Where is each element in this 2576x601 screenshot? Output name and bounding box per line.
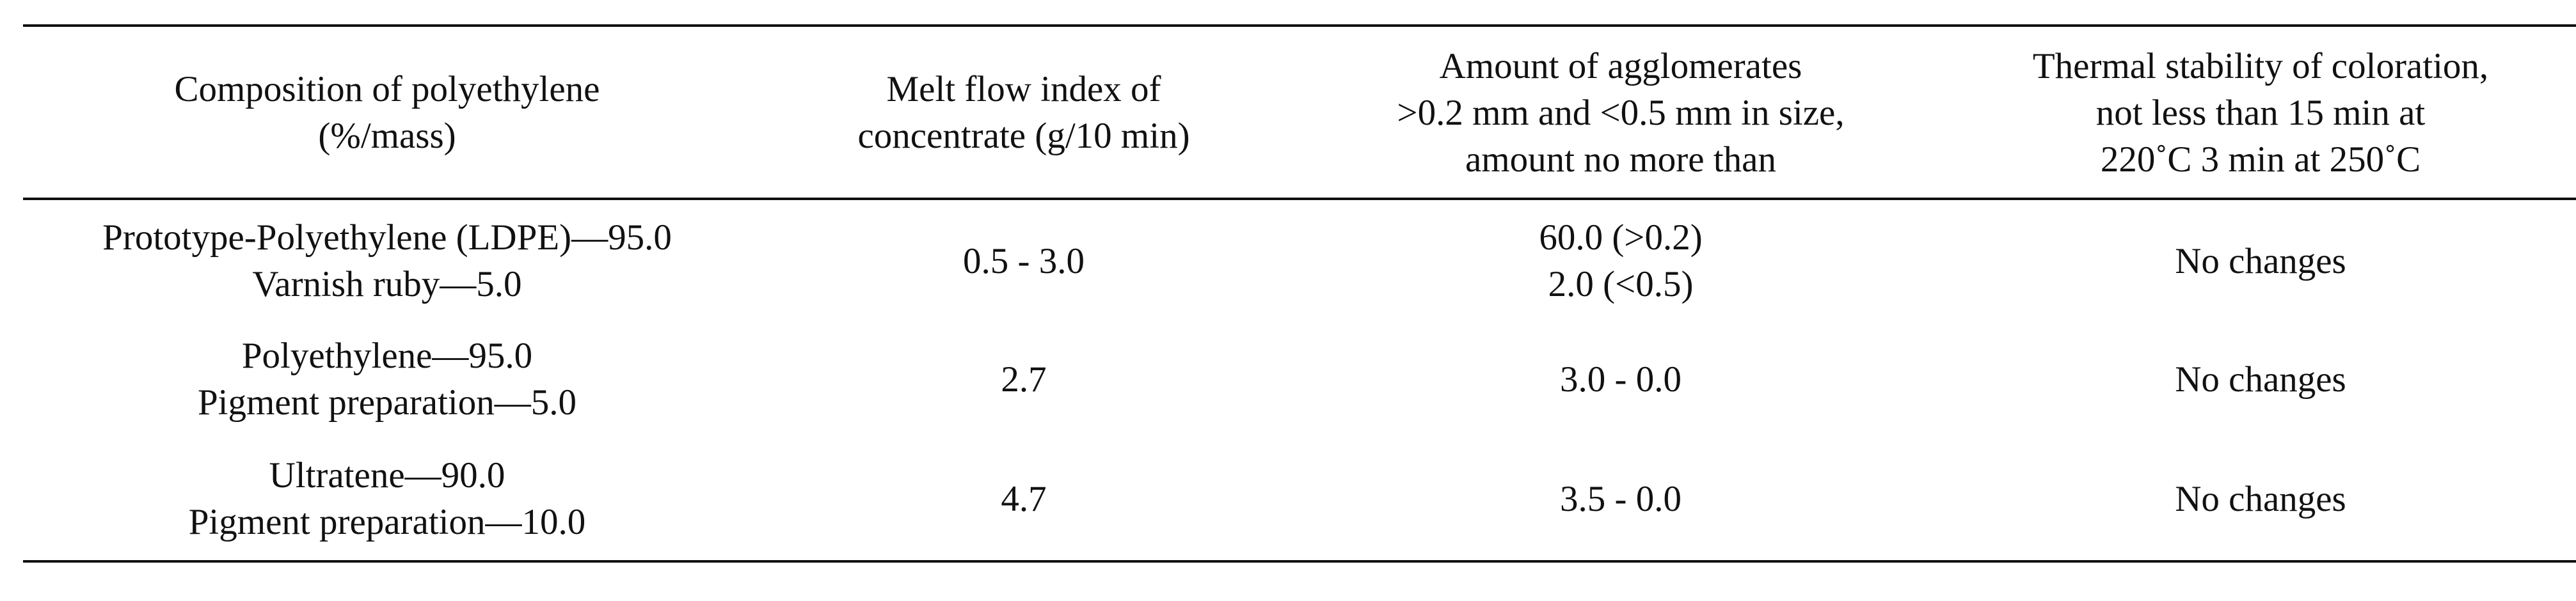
- cell-text: Prototype-Polyethylene (LDPE)—95.0: [102, 217, 672, 258]
- cell-text: No changes: [2175, 359, 2346, 400]
- cell-text: 0.5 - 3.0: [963, 240, 1085, 281]
- cell-composition: Polyethylene—95.0 Pigment preparation—5.…: [38, 323, 736, 435]
- cell-composition: Ultratene—90.0 Pigment preparation—10.0: [38, 442, 736, 555]
- cell-text: 2.0 (<0.5): [1548, 264, 1694, 304]
- header-text: Melt flow index of: [886, 69, 1161, 109]
- cell-agglomerates: 60.0 (>0.2) 2.0 (<0.5): [1312, 205, 1930, 317]
- cell-text: Polyethylene—95.0: [241, 336, 533, 376]
- cell-text: Pigment preparation—5.0: [197, 382, 577, 423]
- cell-agglomerates: 3.5 - 0.0: [1312, 442, 1930, 555]
- cell-thermal-stability: No changes: [1936, 442, 2576, 555]
- cell-text: Varnish ruby—5.0: [252, 264, 522, 304]
- header-text: >0.2 mm and <0.5 mm in size,: [1397, 92, 1845, 133]
- table-bottom-rule: [23, 560, 2576, 563]
- header-text: (%/mass): [318, 116, 456, 156]
- header-text: amount no more than: [1465, 139, 1776, 180]
- cell-text: 3.5 - 0.0: [1560, 478, 1682, 519]
- header-thermal-stability: Thermal stability of coloration, not les…: [1936, 32, 2576, 193]
- cell-text: 2.7: [1001, 359, 1047, 400]
- cell-melt-flow-index: 0.5 - 3.0: [742, 205, 1305, 317]
- cell-text: No changes: [2175, 478, 2346, 519]
- header-melt-flow-index: Melt flow index of concentrate (g/10 min…: [742, 32, 1305, 193]
- cell-text: 4.7: [1001, 478, 1047, 519]
- header-text: Thermal stability of coloration,: [2032, 45, 2489, 86]
- cell-melt-flow-index: 2.7: [742, 323, 1305, 435]
- header-text: Amount of agglomerates: [1439, 45, 1802, 86]
- cell-thermal-stability: No changes: [1936, 323, 2576, 435]
- cell-agglomerates: 3.0 - 0.0: [1312, 323, 1930, 435]
- header-agglomerates: Amount of agglomerates >0.2 mm and <0.5 …: [1312, 32, 1930, 193]
- header-text: concentrate (g/10 min): [857, 116, 1190, 156]
- cell-text: 3.0 - 0.0: [1560, 359, 1682, 400]
- header-composition: Composition of polyethylene (%/mass): [38, 32, 736, 193]
- cell-thermal-stability: No changes: [1936, 205, 2576, 317]
- cell-text: No changes: [2175, 240, 2346, 281]
- cell-text: Ultratene—90.0: [269, 455, 505, 496]
- table-top-rule: [23, 24, 2576, 27]
- header-text: 220˚C 3 min at 250˚C: [2100, 139, 2421, 180]
- header-text: not less than 15 min at: [2095, 92, 2426, 133]
- cell-melt-flow-index: 4.7: [742, 442, 1305, 555]
- table-header-rule: [23, 198, 2576, 200]
- cell-text: 60.0 (>0.2): [1539, 217, 1703, 258]
- cell-composition: Prototype-Polyethylene (LDPE)—95.0 Varni…: [38, 205, 736, 317]
- cell-text: Pigment preparation—10.0: [188, 502, 586, 542]
- header-text: Composition of polyethylene: [174, 69, 600, 109]
